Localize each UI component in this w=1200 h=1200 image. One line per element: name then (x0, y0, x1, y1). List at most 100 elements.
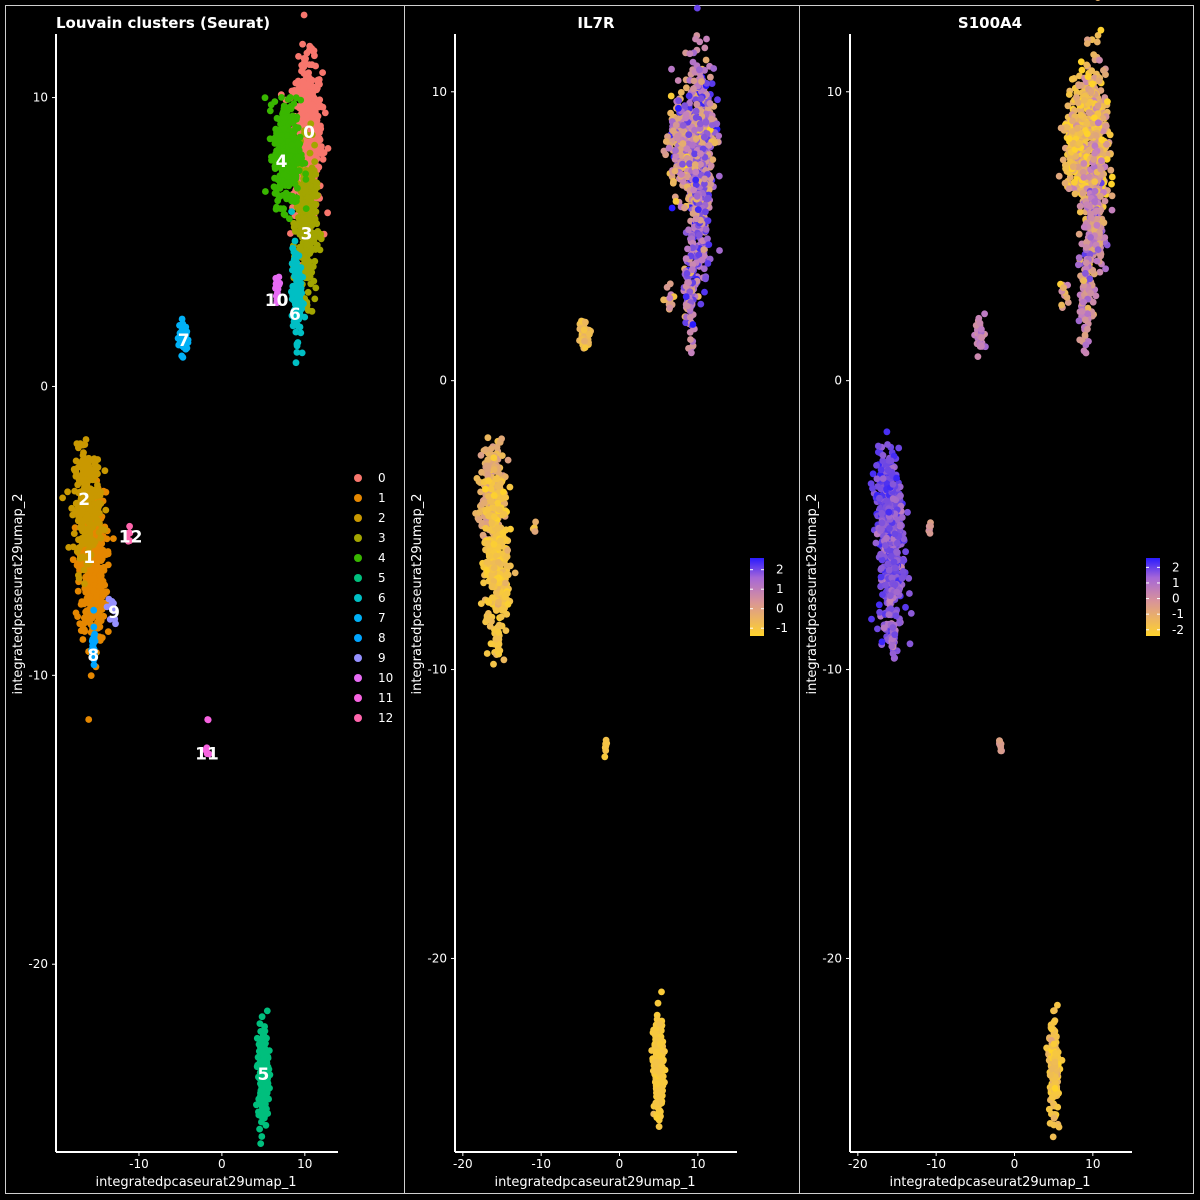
cluster-8-point (89, 638, 97, 645)
expression-point (498, 435, 505, 443)
cluster-10-point (272, 274, 280, 282)
legend-label-0: 0 (378, 471, 386, 485)
expression-point (1076, 139, 1084, 147)
expression-point (703, 35, 710, 43)
cluster-1-point (101, 589, 109, 597)
expression-point (692, 215, 700, 223)
expression-point (532, 518, 539, 526)
expression-point (485, 477, 492, 485)
cluster-4-point (290, 100, 298, 107)
cluster-label-7: 7 (178, 331, 190, 351)
y-tick-label: 10 (432, 85, 447, 99)
legend-key-6 (354, 594, 362, 602)
expression-point (582, 318, 589, 326)
expression-point (1093, 221, 1101, 229)
expression-point (495, 598, 502, 606)
cluster-3-point (307, 280, 315, 288)
x-tick-label: 10 (690, 1157, 705, 1171)
cluster-0-point (298, 67, 305, 75)
expression-point (700, 246, 708, 254)
x-tick-label: -10 (129, 1157, 149, 1171)
cluster-2-point (91, 460, 99, 468)
expression-point (693, 100, 701, 108)
cluster-4-point (271, 98, 279, 105)
cluster-2-point (91, 513, 98, 521)
expression-point (484, 471, 492, 479)
expression-point (581, 337, 588, 345)
cluster-6-point (298, 349, 306, 357)
cluster-0-point (311, 52, 318, 60)
cluster-1-point (93, 592, 100, 600)
expression-point (1097, 165, 1105, 173)
cluster-5-point (263, 1105, 270, 1113)
expression-point (689, 321, 697, 328)
expression-point (1108, 173, 1116, 181)
expression-point (693, 4, 701, 12)
cluster-3-point (308, 307, 316, 315)
expression-point (705, 241, 713, 249)
cluster-8-point (90, 606, 98, 614)
expression-point (672, 121, 680, 129)
expression-point (666, 294, 674, 302)
expression-point (656, 1020, 664, 1028)
expression-point (705, 142, 713, 149)
expression-point (490, 660, 497, 668)
expression-point (696, 66, 703, 74)
cluster-2-point (95, 529, 103, 536)
y-tick-label: -20 (28, 957, 48, 971)
expression-point (677, 89, 685, 96)
expression-point (1091, 150, 1099, 157)
cluster-1-point (87, 672, 95, 679)
cluster-0-point (313, 85, 321, 92)
x-tick-label: 0 (218, 1157, 226, 1171)
expression-point (493, 443, 501, 451)
cluster-6-point (297, 288, 305, 295)
expression-point (484, 434, 492, 442)
expression-point (1100, 67, 1107, 74)
expression-point (1065, 185, 1073, 193)
expression-point (1080, 160, 1088, 167)
expression-point (1097, 192, 1104, 200)
expression-point (691, 126, 698, 134)
expression-point (1079, 189, 1087, 197)
cluster-2-point (73, 499, 80, 507)
cluster-2-point (83, 482, 90, 490)
y-tick-label: -20 (427, 951, 447, 965)
expression-point (491, 513, 498, 521)
cluster-2-point (76, 555, 84, 562)
expression-point (1080, 174, 1088, 181)
cluster-4-point (272, 125, 280, 133)
expression-point (682, 111, 690, 118)
expression-point (483, 462, 491, 470)
cluster-4-point (289, 178, 297, 186)
expression-point (1057, 124, 1065, 132)
expression-point (710, 65, 718, 72)
expression-point (690, 85, 697, 93)
expression-point (492, 607, 500, 614)
expression-point (701, 175, 709, 183)
cluster-1-point (85, 618, 93, 626)
cluster-1-point (82, 608, 89, 616)
cluster-1-point (88, 613, 96, 620)
expression-point (602, 740, 609, 748)
cluster-1-point (110, 535, 117, 542)
expression-point (494, 524, 502, 532)
colorbar-tick-label: 0 (776, 602, 784, 616)
expression-point (482, 485, 489, 493)
expression-point (1083, 61, 1091, 69)
expression-point (704, 235, 711, 243)
cluster-7-point (178, 352, 186, 360)
cluster-4-point (288, 141, 296, 149)
cluster-1-point (100, 567, 108, 574)
cluster-1-point (90, 587, 98, 595)
expression-point (663, 283, 671, 291)
cluster-3-point (317, 230, 325, 238)
cluster-2-point (95, 519, 103, 527)
expression-point (485, 599, 492, 606)
expression-point (1102, 122, 1110, 130)
colorbar-tick-label: -1 (776, 621, 788, 635)
legend-label-4: 4 (378, 551, 386, 565)
expression-point (706, 100, 714, 107)
cluster-0-point (299, 40, 306, 48)
cluster-2-point (76, 440, 84, 448)
